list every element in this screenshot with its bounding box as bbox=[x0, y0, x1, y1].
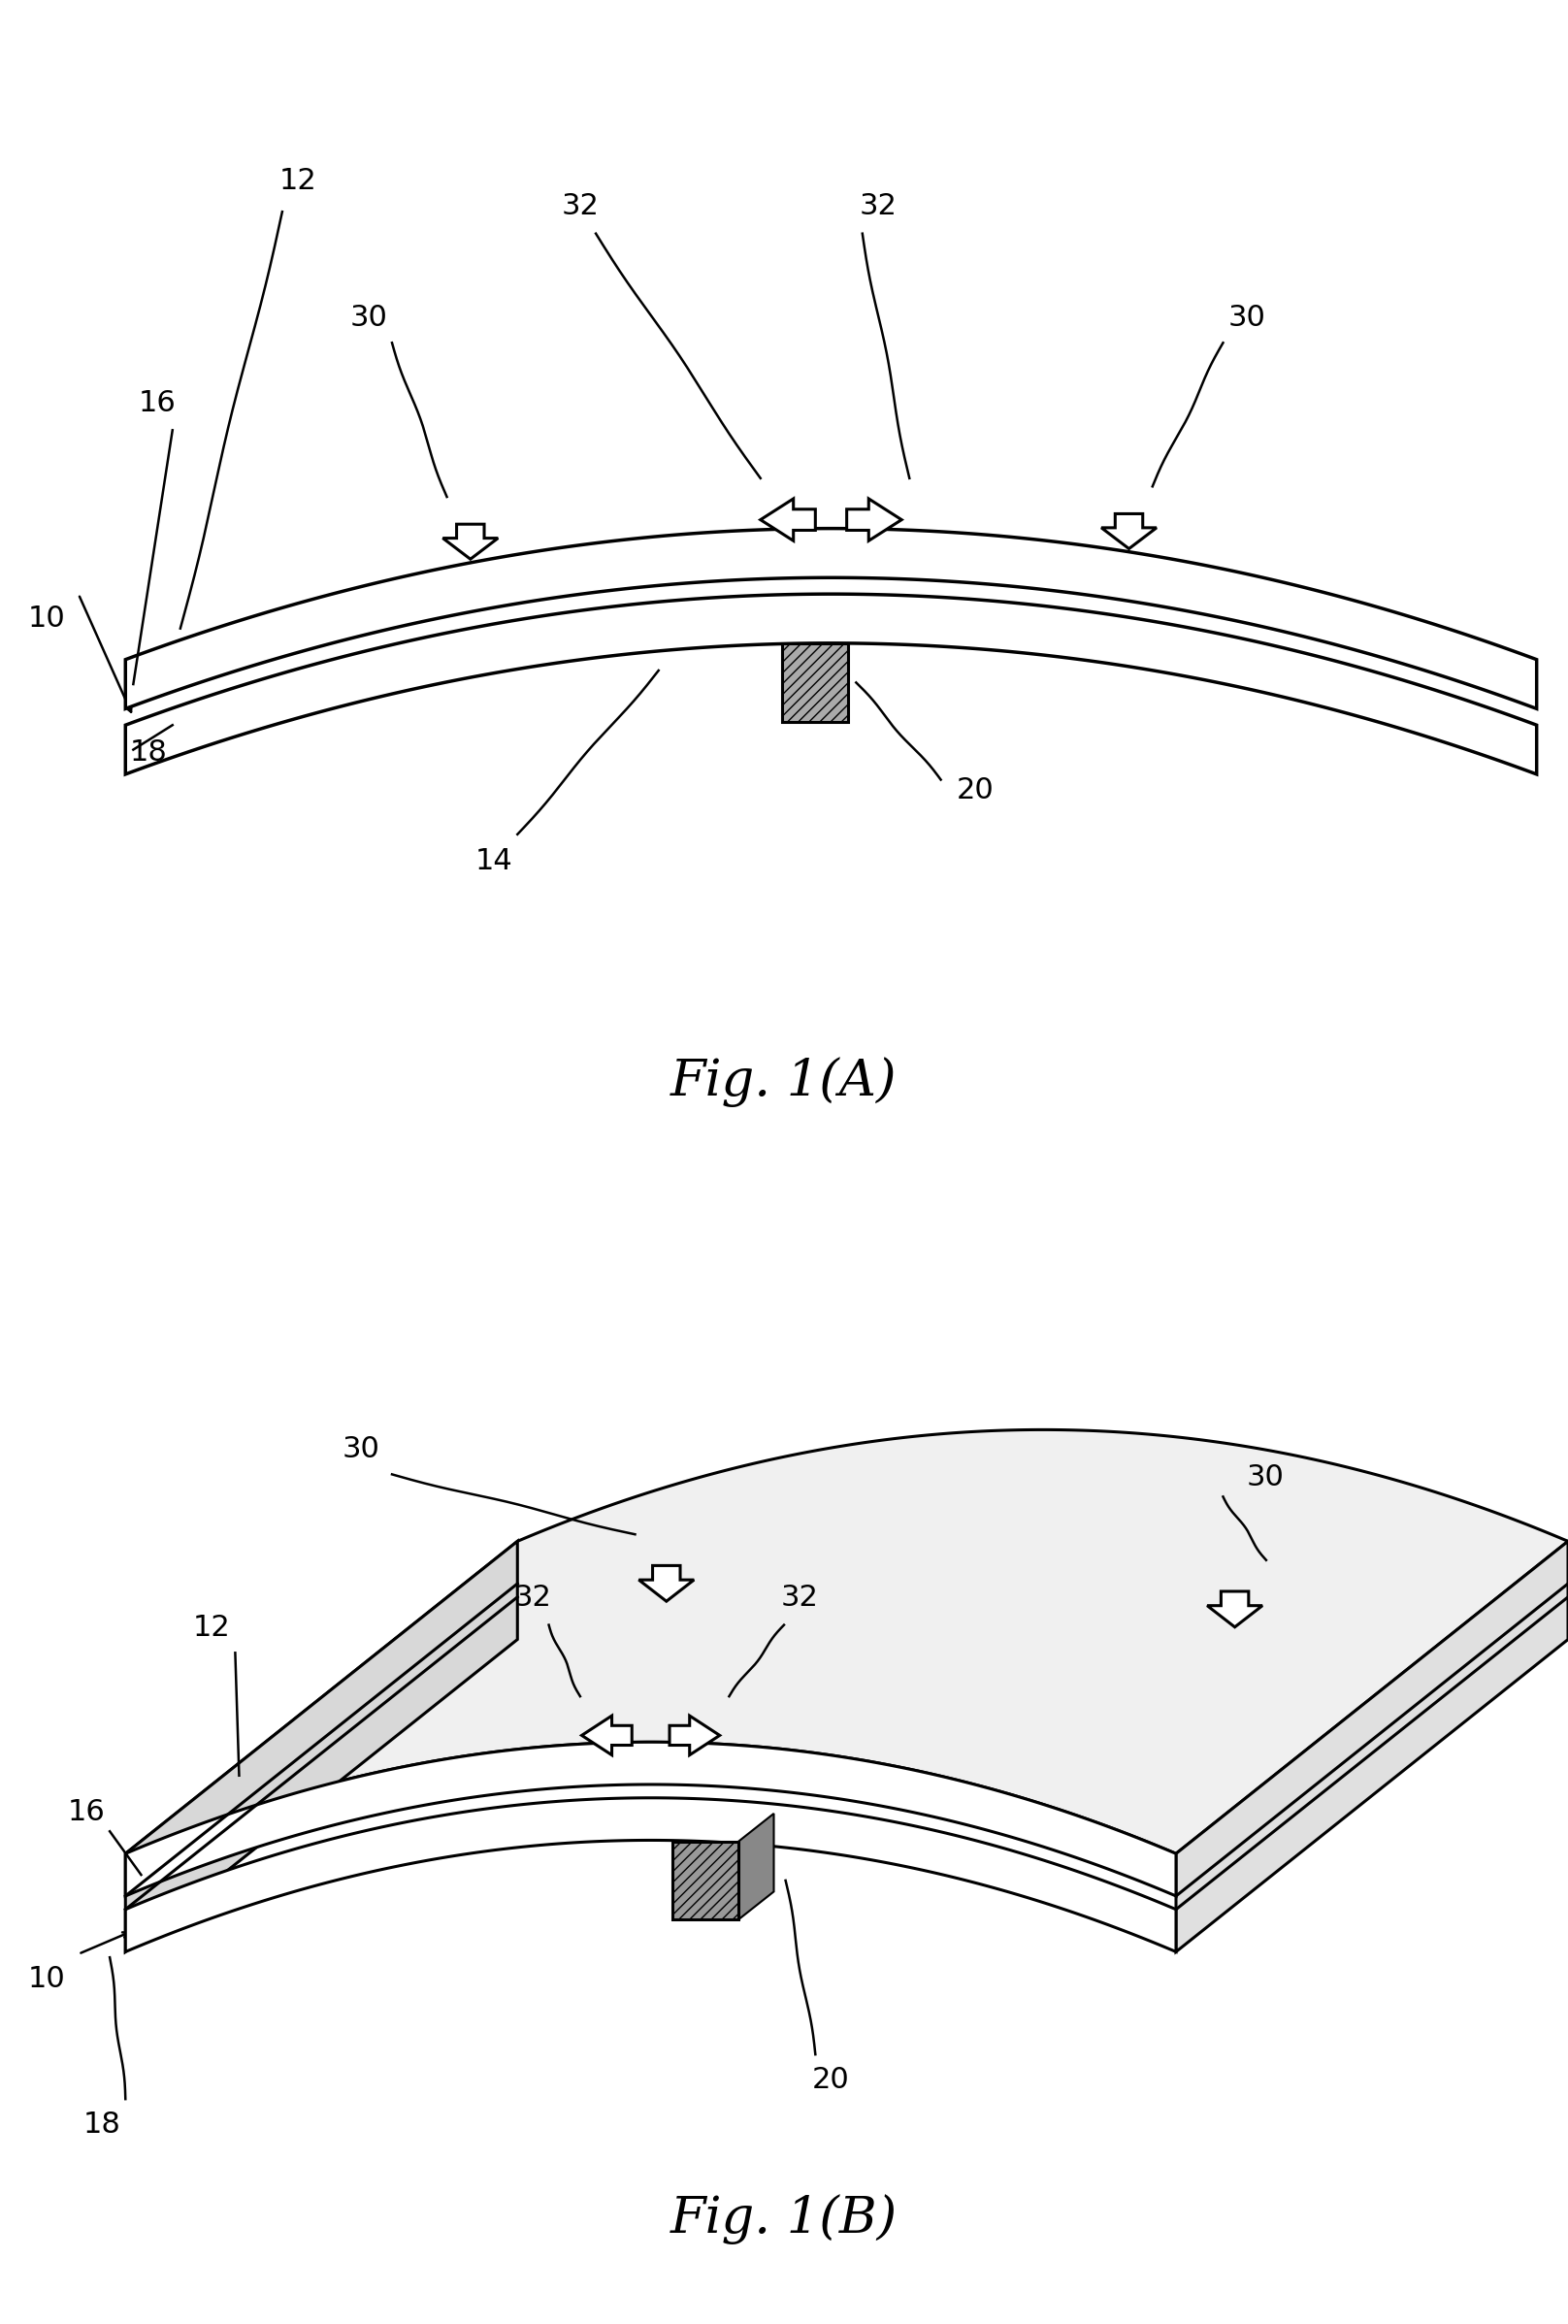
Bar bbox=[782, 644, 848, 723]
FancyArrow shape bbox=[670, 1715, 720, 1755]
Text: 12: 12 bbox=[279, 167, 317, 195]
Text: 16: 16 bbox=[138, 388, 176, 416]
Text: 30: 30 bbox=[342, 1434, 379, 1464]
Text: 20: 20 bbox=[956, 776, 994, 804]
Polygon shape bbox=[125, 1799, 1176, 1952]
Text: 10: 10 bbox=[28, 604, 66, 632]
Text: 12: 12 bbox=[193, 1613, 230, 1641]
FancyArrow shape bbox=[1207, 1592, 1262, 1627]
Bar bbox=[673, 1841, 739, 1920]
Polygon shape bbox=[125, 1541, 517, 1952]
Polygon shape bbox=[739, 1813, 775, 1920]
Text: Fig. 1(B): Fig. 1(B) bbox=[671, 2194, 897, 2245]
Text: 10: 10 bbox=[28, 1966, 66, 1994]
Text: 32: 32 bbox=[781, 1583, 818, 1611]
FancyArrow shape bbox=[847, 500, 902, 541]
Text: 30: 30 bbox=[1228, 304, 1265, 332]
Text: 20: 20 bbox=[812, 2066, 850, 2094]
Text: 18: 18 bbox=[83, 2110, 121, 2138]
Polygon shape bbox=[125, 528, 1537, 709]
Polygon shape bbox=[125, 595, 1537, 774]
Text: 32: 32 bbox=[514, 1583, 552, 1611]
Text: 32: 32 bbox=[561, 193, 599, 221]
Text: 18: 18 bbox=[130, 739, 168, 767]
Text: Fig. 1(A): Fig. 1(A) bbox=[671, 1057, 897, 1106]
Text: 30: 30 bbox=[1247, 1462, 1284, 1492]
FancyArrow shape bbox=[582, 1715, 632, 1755]
FancyArrow shape bbox=[760, 500, 815, 541]
FancyArrow shape bbox=[1101, 514, 1157, 548]
Polygon shape bbox=[125, 1743, 1176, 1896]
Polygon shape bbox=[1176, 1541, 1568, 1952]
FancyArrow shape bbox=[442, 525, 499, 560]
Text: 16: 16 bbox=[67, 1796, 105, 1827]
Polygon shape bbox=[125, 1429, 1568, 1855]
Text: 14: 14 bbox=[475, 848, 513, 876]
FancyArrow shape bbox=[638, 1566, 695, 1601]
Text: 32: 32 bbox=[859, 193, 897, 221]
Text: 30: 30 bbox=[350, 304, 387, 332]
